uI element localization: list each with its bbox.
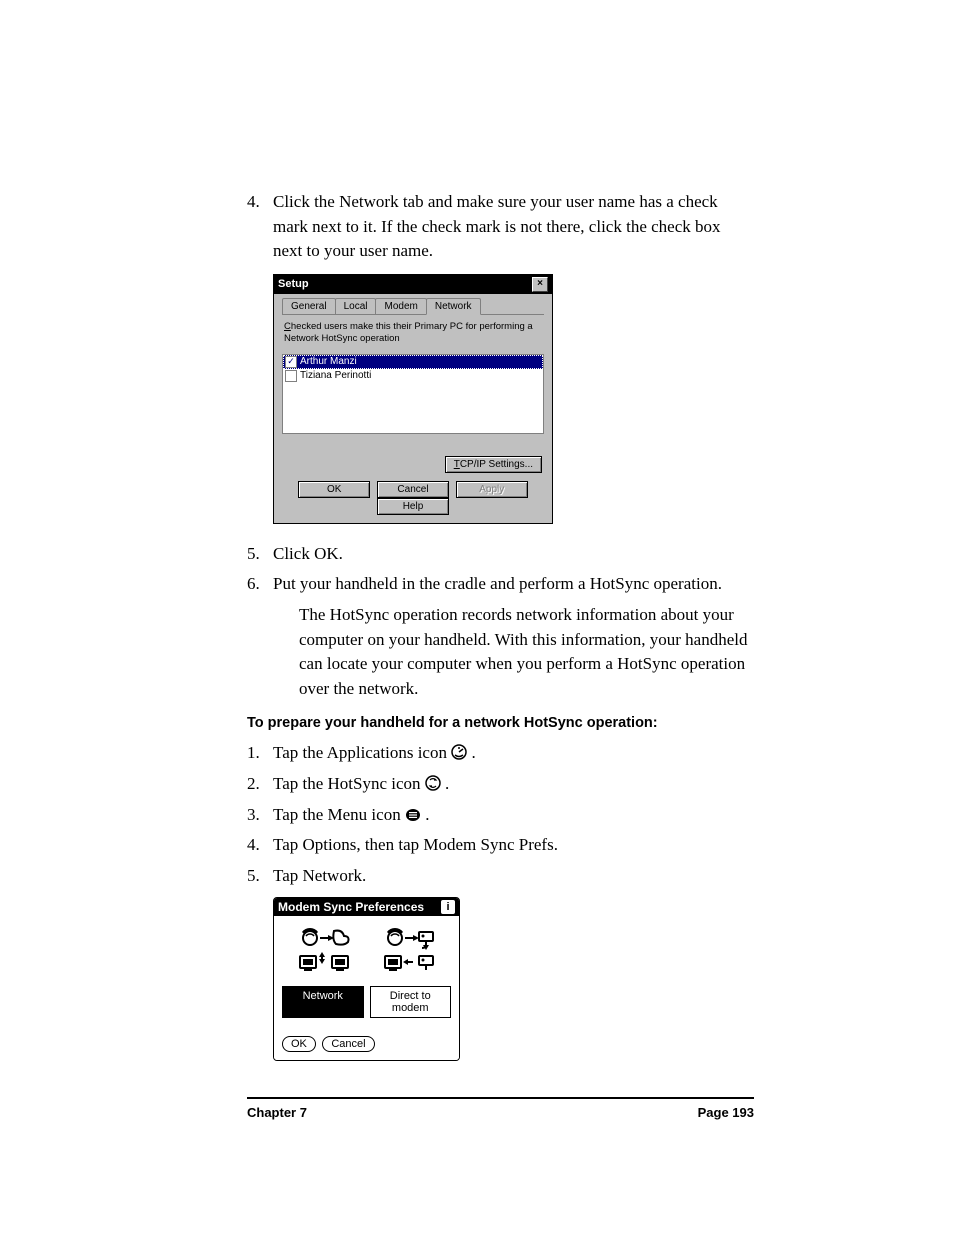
cancel-button[interactable]: Cancel <box>377 481 449 498</box>
dialog-note: Checked users make this their Primary PC… <box>284 321 542 346</box>
hand-icons <box>282 926 451 974</box>
user-row[interactable]: Tiziana Perinotti <box>283 369 543 383</box>
network-graphic-icon <box>294 926 354 974</box>
step-number: 4. <box>247 833 273 858</box>
dialog-title: Setup <box>278 278 309 290</box>
help-button[interactable]: Help <box>377 498 449 515</box>
hstep-after: . <box>425 805 429 824</box>
step-number: 6. <box>247 572 273 597</box>
close-icon[interactable]: × <box>532 277 548 292</box>
network-button[interactable]: Network <box>282 986 364 1018</box>
hand-pill-row: OK Cancel <box>282 1034 451 1052</box>
dialog-body: General Local Modem Network Checked user… <box>274 294 552 523</box>
checkbox-unchecked-icon[interactable] <box>285 370 297 382</box>
hand-titlebar: Modem Sync Preferences i <box>274 898 459 916</box>
ok-button[interactable]: OK <box>298 481 370 498</box>
direct-to-modem-button[interactable]: Direct to modem <box>370 986 452 1018</box>
step-text: Put your handheld in the cradle and perf… <box>273 572 754 597</box>
page: 4. Click the Network tab and make sure y… <box>0 0 954 1180</box>
hstep-1: 1. Tap the Applications icon . <box>247 741 754 766</box>
step-4: 4. Click the Network tab and make sure y… <box>247 190 754 264</box>
step-text: Tap Network. <box>273 864 754 889</box>
hand-cancel-button[interactable]: Cancel <box>322 1036 374 1052</box>
dialog-button-row: OK Cancel Apply Help <box>282 481 544 515</box>
tcpip-rest: CP/IP Settings... <box>460 459 533 470</box>
step-6-paragraph: The HotSync operation records network in… <box>299 603 754 702</box>
step-number: 5. <box>247 864 273 889</box>
step-number: 2. <box>247 772 273 797</box>
hstep-text: Tap the HotSync icon <box>273 774 425 793</box>
modem-sync-dialog: Modem Sync Preferences i <box>273 897 460 1061</box>
step-number: 4. <box>247 190 273 264</box>
tcpip-row: TCP/IP Settings... <box>282 456 544 473</box>
step-number: 5. <box>247 542 273 567</box>
hstep-3: 3. Tap the Menu icon . <box>247 803 754 828</box>
step-5: 5. Click OK. <box>247 542 754 567</box>
step-text: Click the Network tab and make sure your… <box>273 190 754 264</box>
direct-graphic-icon <box>379 926 439 974</box>
apply-button: Apply <box>456 481 528 498</box>
user-row-selected[interactable]: ✓ Arthur Manzi <box>283 355 543 369</box>
tab-modem[interactable]: Modem <box>375 298 426 314</box>
user-name: Tiziana Perinotti <box>300 370 371 381</box>
step-text: Tap the HotSync icon . <box>273 772 754 797</box>
page-footer: Chapter 7 Page 193 <box>247 1097 754 1120</box>
tab-local[interactable]: Local <box>335 298 377 314</box>
setup-dialog: Setup × General Local Modem Network Chec… <box>273 274 553 524</box>
step-text: Tap Options, then tap Modem Sync Prefs. <box>273 833 754 858</box>
tab-strip: General Local Modem Network <box>282 298 544 315</box>
hstep-after: . <box>445 774 449 793</box>
hand-button-row: Network Direct to modem <box>282 986 451 1018</box>
tab-general[interactable]: General <box>282 298 336 314</box>
menu-icon <box>405 808 421 822</box>
footer-page: Page 193 <box>698 1105 754 1120</box>
hstep-text: Tap the Menu icon <box>273 805 405 824</box>
tab-network[interactable]: Network <box>426 298 481 315</box>
hstep-4: 4. Tap Options, then tap Modem Sync Pref… <box>247 833 754 858</box>
hotsync-icon <box>425 775 441 791</box>
step-text: Click OK. <box>273 542 754 567</box>
step-text: Tap the Applications icon . <box>273 741 754 766</box>
hstep-5: 5. Tap Network. <box>247 864 754 889</box>
hstep-after: . <box>471 743 475 762</box>
step-number: 1. <box>247 741 273 766</box>
hstep-2: 2. Tap the HotSync icon . <box>247 772 754 797</box>
user-list[interactable]: ✓ Arthur Manzi Tiziana Perinotti <box>282 354 544 434</box>
note-accel: C <box>284 321 291 332</box>
step-text: Tap the Menu icon . <box>273 803 754 828</box>
applications-icon <box>451 744 467 760</box>
hand-body: Network Direct to modem OK Cancel <box>274 916 459 1060</box>
step-number: 3. <box>247 803 273 828</box>
hand-ok-button[interactable]: OK <box>282 1036 316 1052</box>
footer-chapter: Chapter 7 <box>247 1105 307 1120</box>
dialog-titlebar: Setup × <box>274 275 552 294</box>
note-text: hecked users make this their Primary PC … <box>284 321 533 344</box>
hstep-text: Tap the Applications icon <box>273 743 451 762</box>
tcpip-settings-button[interactable]: TCP/IP Settings... <box>445 456 542 473</box>
info-icon[interactable]: i <box>441 900 455 914</box>
hand-title: Modem Sync Preferences <box>278 900 424 914</box>
step-6: 6. Put your handheld in the cradle and p… <box>247 572 754 597</box>
user-name: Arthur Manzi <box>300 356 357 367</box>
section-heading: To prepare your handheld for a network H… <box>247 715 754 731</box>
checkbox-checked-icon[interactable]: ✓ <box>285 356 297 368</box>
